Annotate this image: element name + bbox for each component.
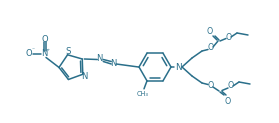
Text: CH₃: CH₃ [137,91,149,97]
Text: O: O [208,82,214,91]
Text: O: O [42,35,48,44]
Text: N: N [41,49,47,58]
Text: O: O [228,82,234,91]
Text: O: O [26,49,32,58]
Text: +: + [46,48,50,52]
Text: N: N [96,54,102,63]
Text: ⁻: ⁻ [32,48,35,54]
Text: N: N [81,72,88,81]
Text: N: N [110,59,117,68]
Text: O: O [226,32,232,41]
Text: S: S [65,47,71,56]
Text: O: O [208,44,214,53]
Text: O: O [225,97,231,106]
Text: O: O [207,26,213,36]
Text: N: N [175,62,181,71]
